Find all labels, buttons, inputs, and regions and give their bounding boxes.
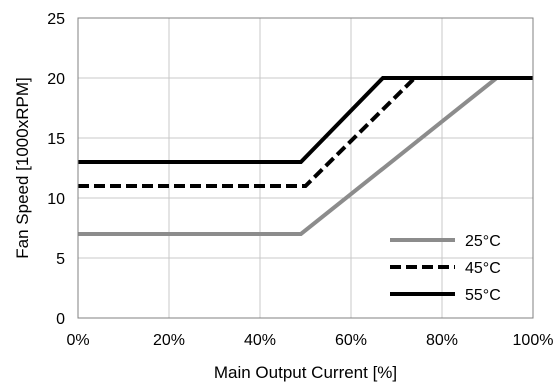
x-tick-label: 40% [244,332,276,349]
x-axis-title: Main Output Current [%] [214,363,397,382]
legend-label: 55°C [465,287,501,304]
legend-label: 45°C [465,260,501,277]
x-tick-label: 100% [513,332,554,349]
x-tick-label: 80% [426,332,458,349]
x-tick-label: 60% [335,332,367,349]
plot-frame [77,17,534,319]
y-tick-label: 0 [56,311,65,328]
series-line-45C-c [78,76,533,188]
y-axis-title: Fan Speed [1000xRPM] [13,77,32,258]
x-tick-label: 0% [66,332,89,349]
legend: 25°C 45°C 55°C [390,233,501,304]
x-tick-label: 20% [153,332,185,349]
series-line-55C-c [78,76,533,164]
y-tick-label: 20 [47,71,65,88]
y-tick-label: 15 [47,131,65,148]
series-layer [78,76,533,236]
y-tick-label: 25 [47,11,65,28]
tick-layer: 0% 20% 40% 60% 80% 100% 0 5 10 15 20 25 [47,11,553,349]
y-tick-label: 10 [47,191,65,208]
y-tick-label: 5 [56,251,65,268]
legend-label: 25°C [465,233,501,250]
